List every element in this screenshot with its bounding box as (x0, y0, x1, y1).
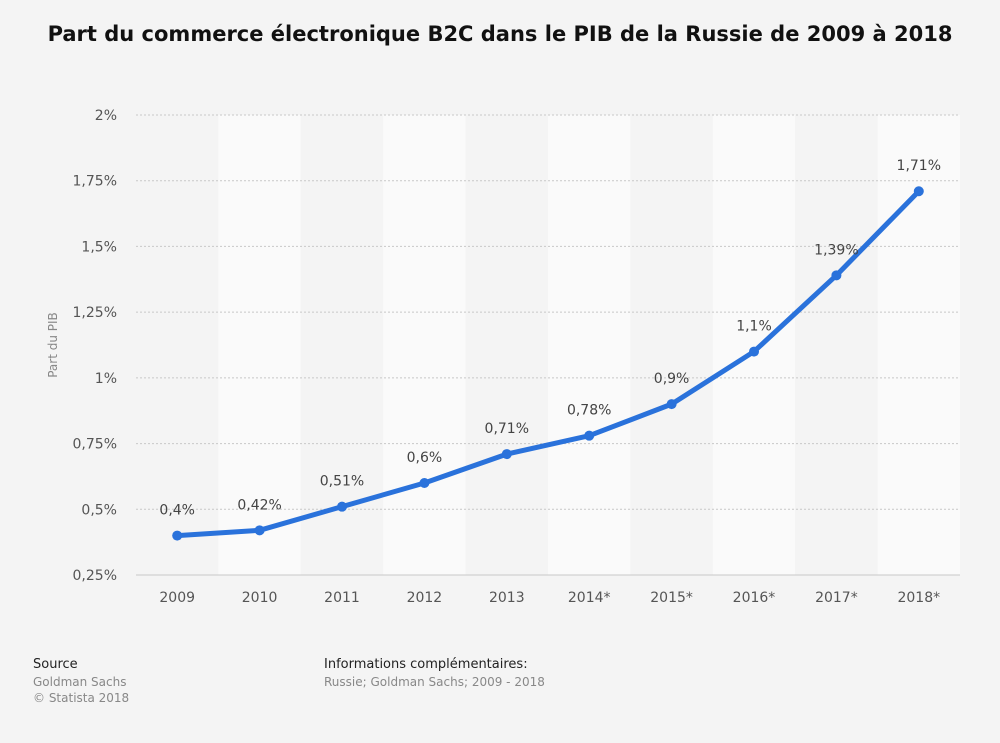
additional-info-block: Informations complémentaires: Russie; Go… (324, 657, 545, 690)
category-band (136, 115, 219, 575)
x-tick-label: 2016* (733, 590, 776, 606)
data-point (584, 430, 595, 441)
y-axis-title: Part du PIB (46, 312, 60, 378)
info-text: Russie; Goldman Sachs; 2009 - 2018 (324, 675, 545, 689)
data-label: 0,4% (159, 503, 195, 519)
category-band (877, 115, 960, 575)
x-tick-label: 2012 (407, 590, 443, 606)
category-band (795, 115, 878, 575)
y-tick-label: 1,75% (73, 174, 117, 190)
data-point (172, 530, 183, 541)
data-point (337, 501, 347, 512)
y-tick-label: 1% (95, 371, 117, 387)
x-tick-label: 2015* (650, 590, 693, 606)
category-band (548, 115, 631, 575)
x-tick-label: 2017* (815, 590, 858, 606)
category-band (383, 115, 466, 575)
data-label: 0,6% (407, 450, 443, 466)
chart-title: Part du commerce électronique B2C dans l… (47, 22, 953, 46)
data-point (749, 346, 759, 357)
data-label: 1,71% (897, 158, 941, 174)
data-label: 0,71% (485, 421, 529, 437)
y-tick-label: 1,25% (73, 305, 117, 321)
x-tick-label: 2011 (324, 590, 360, 606)
data-label: 0,78% (567, 403, 611, 419)
data-point (913, 186, 924, 197)
x-tick-label: 2010 (242, 590, 278, 606)
data-label: 0,42% (237, 497, 281, 513)
y-tick-label: 1,5% (81, 239, 117, 255)
y-tick-label: 0,75% (73, 437, 117, 453)
data-point (254, 525, 265, 536)
copyright-text: © Statista 2018 (33, 691, 130, 705)
data-label: 1,1% (736, 319, 772, 335)
series-line (174, 188, 922, 539)
y-tick-label: 2% (95, 108, 117, 124)
data-label: 0,9% (654, 371, 690, 387)
category-band (218, 115, 301, 575)
source-name: Goldman Sachs (33, 675, 127, 689)
y-tick-label: 0,5% (81, 502, 117, 518)
category-band (465, 115, 548, 575)
category-band (712, 115, 796, 575)
category-band (630, 115, 713, 575)
data-point (666, 399, 677, 410)
info-heading: Informations complémentaires: (324, 657, 528, 672)
data-point (831, 270, 842, 281)
x-tick-label: 2014* (568, 590, 611, 606)
x-tick-label: 2018* (897, 590, 940, 606)
data-label: 0,51% (320, 474, 364, 490)
data-point (419, 478, 430, 488)
x-tick-label: 2009 (159, 590, 195, 606)
source-block: Source Goldman Sachs © Statista 2018 (33, 657, 129, 706)
data-point (501, 449, 512, 460)
data-label: 1,39% (814, 242, 858, 258)
x-tick-label: 2013 (489, 590, 525, 606)
source-heading: Source (33, 657, 78, 672)
y-tick-label: 0,25% (73, 568, 117, 584)
